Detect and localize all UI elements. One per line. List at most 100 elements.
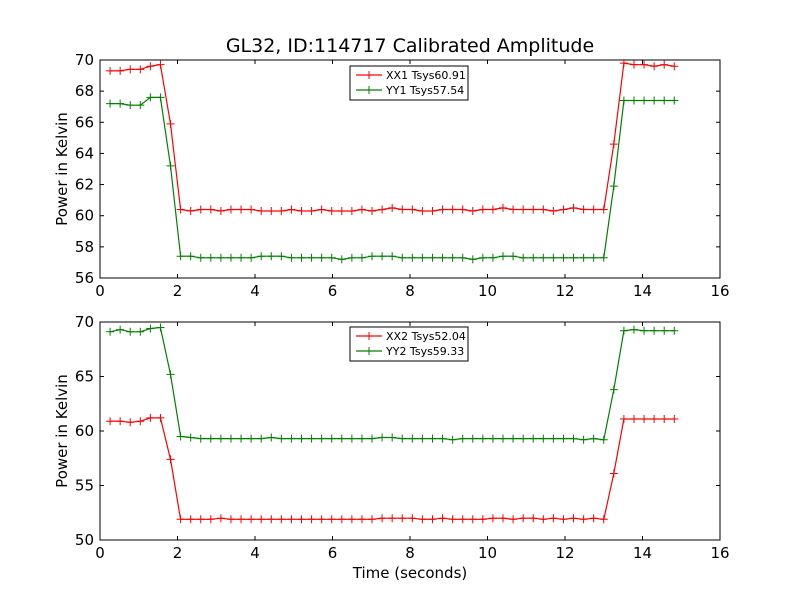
y-tick-label: 60 — [75, 422, 94, 440]
x-tick-label: 0 — [95, 544, 105, 562]
data-point — [418, 434, 427, 443]
x-tick-label: 10 — [478, 544, 497, 562]
data-point — [196, 253, 205, 262]
y-tick-label: 68 — [75, 82, 94, 100]
data-point — [136, 101, 145, 110]
data-point — [176, 515, 185, 524]
data-point — [237, 515, 246, 524]
data-point — [216, 207, 225, 216]
data-point — [468, 255, 477, 264]
legend-label: XX1 Tsys60.91 — [386, 69, 466, 82]
data-point — [116, 99, 125, 108]
data-point — [347, 515, 356, 524]
data-point — [136, 327, 145, 336]
data-point — [650, 96, 659, 105]
data-point — [297, 515, 306, 524]
data-point — [297, 207, 306, 216]
data-point — [599, 515, 608, 524]
data-point — [226, 515, 235, 524]
data-point — [640, 60, 649, 69]
data-point — [589, 253, 598, 262]
data-point — [307, 207, 316, 216]
data-point — [216, 514, 225, 523]
data-point — [357, 253, 366, 262]
data-point — [378, 514, 387, 523]
data-point — [468, 207, 477, 216]
y-tick-label: 55 — [75, 477, 94, 495]
data-point — [448, 253, 457, 262]
data-point — [488, 514, 497, 523]
y-axis-label: Power in Kelvin — [53, 112, 71, 226]
y-tick-label: 56 — [75, 269, 94, 287]
data-point — [247, 515, 256, 524]
legend-label: YY1 Tsys57.54 — [385, 84, 464, 97]
data-point — [297, 434, 306, 443]
data-point — [327, 434, 336, 443]
data-point — [267, 252, 276, 261]
data-point — [297, 253, 306, 262]
data-point — [116, 417, 125, 426]
x-axis-label: Time (seconds) — [352, 564, 468, 582]
data-point — [368, 515, 377, 524]
data-point — [640, 96, 649, 105]
data-point — [176, 252, 185, 261]
data-point — [619, 59, 628, 68]
data-point — [196, 515, 205, 524]
legend-marker — [365, 332, 373, 340]
legend-box — [349, 326, 469, 362]
y-tick-label: 65 — [75, 368, 94, 386]
data-point — [589, 514, 598, 523]
data-point — [156, 93, 165, 102]
data-point — [458, 253, 467, 262]
data-point — [499, 203, 507, 212]
data-point — [579, 205, 588, 214]
data-point — [670, 96, 679, 105]
data-point — [629, 60, 638, 69]
data-point — [186, 433, 195, 442]
data-point — [609, 385, 618, 394]
data-point — [357, 515, 366, 524]
data-point — [106, 327, 115, 336]
data-point — [539, 205, 548, 214]
data-point — [539, 253, 548, 262]
data-point — [509, 434, 518, 443]
data-point — [146, 413, 155, 422]
data-point — [126, 327, 135, 336]
data-point — [418, 515, 427, 524]
data-point — [488, 253, 497, 262]
data-point — [509, 205, 518, 214]
data-point — [206, 205, 215, 214]
data-point — [559, 205, 568, 214]
data-point — [428, 253, 437, 262]
data-point — [146, 93, 155, 102]
y-tick-label: 64 — [75, 144, 94, 162]
data-point — [529, 205, 538, 214]
data-point — [327, 515, 336, 524]
data-point — [660, 415, 669, 424]
data-point — [307, 253, 316, 262]
y-tick-label: 50 — [75, 531, 94, 549]
data-point — [549, 207, 558, 216]
legend-marker — [365, 347, 373, 355]
data-point — [156, 60, 165, 69]
data-point — [488, 434, 497, 443]
data-point — [408, 514, 417, 523]
data-point — [458, 434, 467, 443]
x-tick-label: 2 — [173, 544, 183, 562]
data-point — [368, 207, 377, 216]
data-point — [126, 418, 135, 427]
data-point — [216, 434, 225, 443]
data-point — [368, 434, 377, 443]
data-point — [478, 205, 487, 214]
data-point — [317, 205, 326, 214]
data-point — [146, 324, 155, 333]
data-point — [418, 253, 427, 262]
data-point — [317, 434, 326, 443]
data-point — [569, 434, 578, 443]
data-point — [609, 182, 618, 191]
data-point — [106, 417, 115, 426]
data-point — [237, 205, 246, 214]
data-point — [106, 66, 115, 75]
data-point — [337, 207, 346, 216]
